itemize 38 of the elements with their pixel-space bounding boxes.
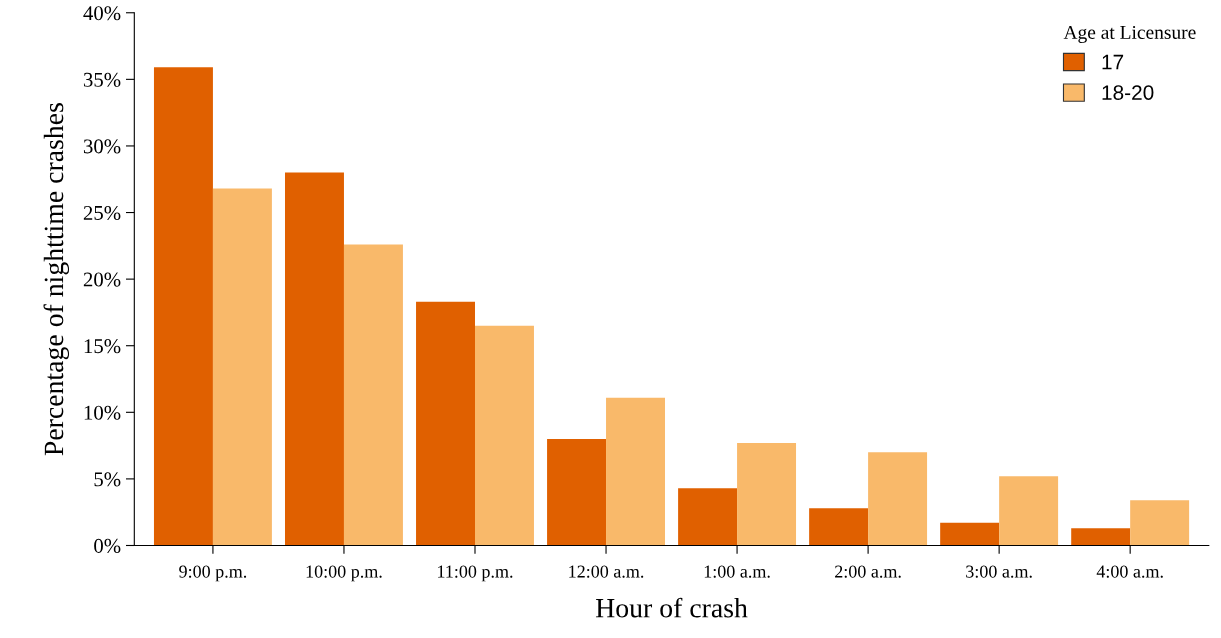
x-tick-label: 9:00 p.m. [179,565,247,582]
bar [416,301,475,546]
bar [999,476,1059,546]
y-axis-title: Percentage of nighttime crashes [43,103,70,456]
x-tick-label: 4:00 a.m. [1096,565,1163,578]
y-tick-label: 0% [94,538,121,553]
x-tick-label: 2:00 a.m. [835,565,901,578]
bar [475,325,534,546]
legend-title: Age at Licensure [1063,25,1196,43]
bar [1130,500,1190,546]
y-tick-label: 10% [84,405,121,420]
bar [809,508,869,546]
bar [1071,528,1131,546]
bar [606,397,665,546]
y-tick-label: 30% [83,139,121,154]
x-tick-label: 12:00 a.m. [569,565,644,578]
bar [547,438,607,546]
x-tick-label: 1:00 a.m. [704,565,770,578]
y-tick-label: 20% [83,272,121,287]
y-tick-label: 25% [83,205,121,221]
y-tick-label: 15% [84,339,121,354]
y-tick-label: 5% [94,472,121,487]
x-tick-label: 10:00 p.m. [306,565,382,582]
bar [737,442,797,546]
y-tick-label: 35% [83,72,121,87]
x-tick-label: 3:00 a.m. [966,565,1032,578]
bar [285,172,344,546]
bar [940,522,1000,546]
bar [343,244,403,546]
y-tick-label: 40% [83,6,121,21]
legend-label: 17 [1102,54,1124,70]
bar [678,488,738,546]
bar [153,67,213,546]
x-tick-label: 11:00 p.m. [438,565,513,582]
x-axis-title: Hour of crash [595,597,748,618]
legend-label: 18-20 [1102,85,1154,100]
bar [212,188,272,546]
bar [868,452,928,546]
